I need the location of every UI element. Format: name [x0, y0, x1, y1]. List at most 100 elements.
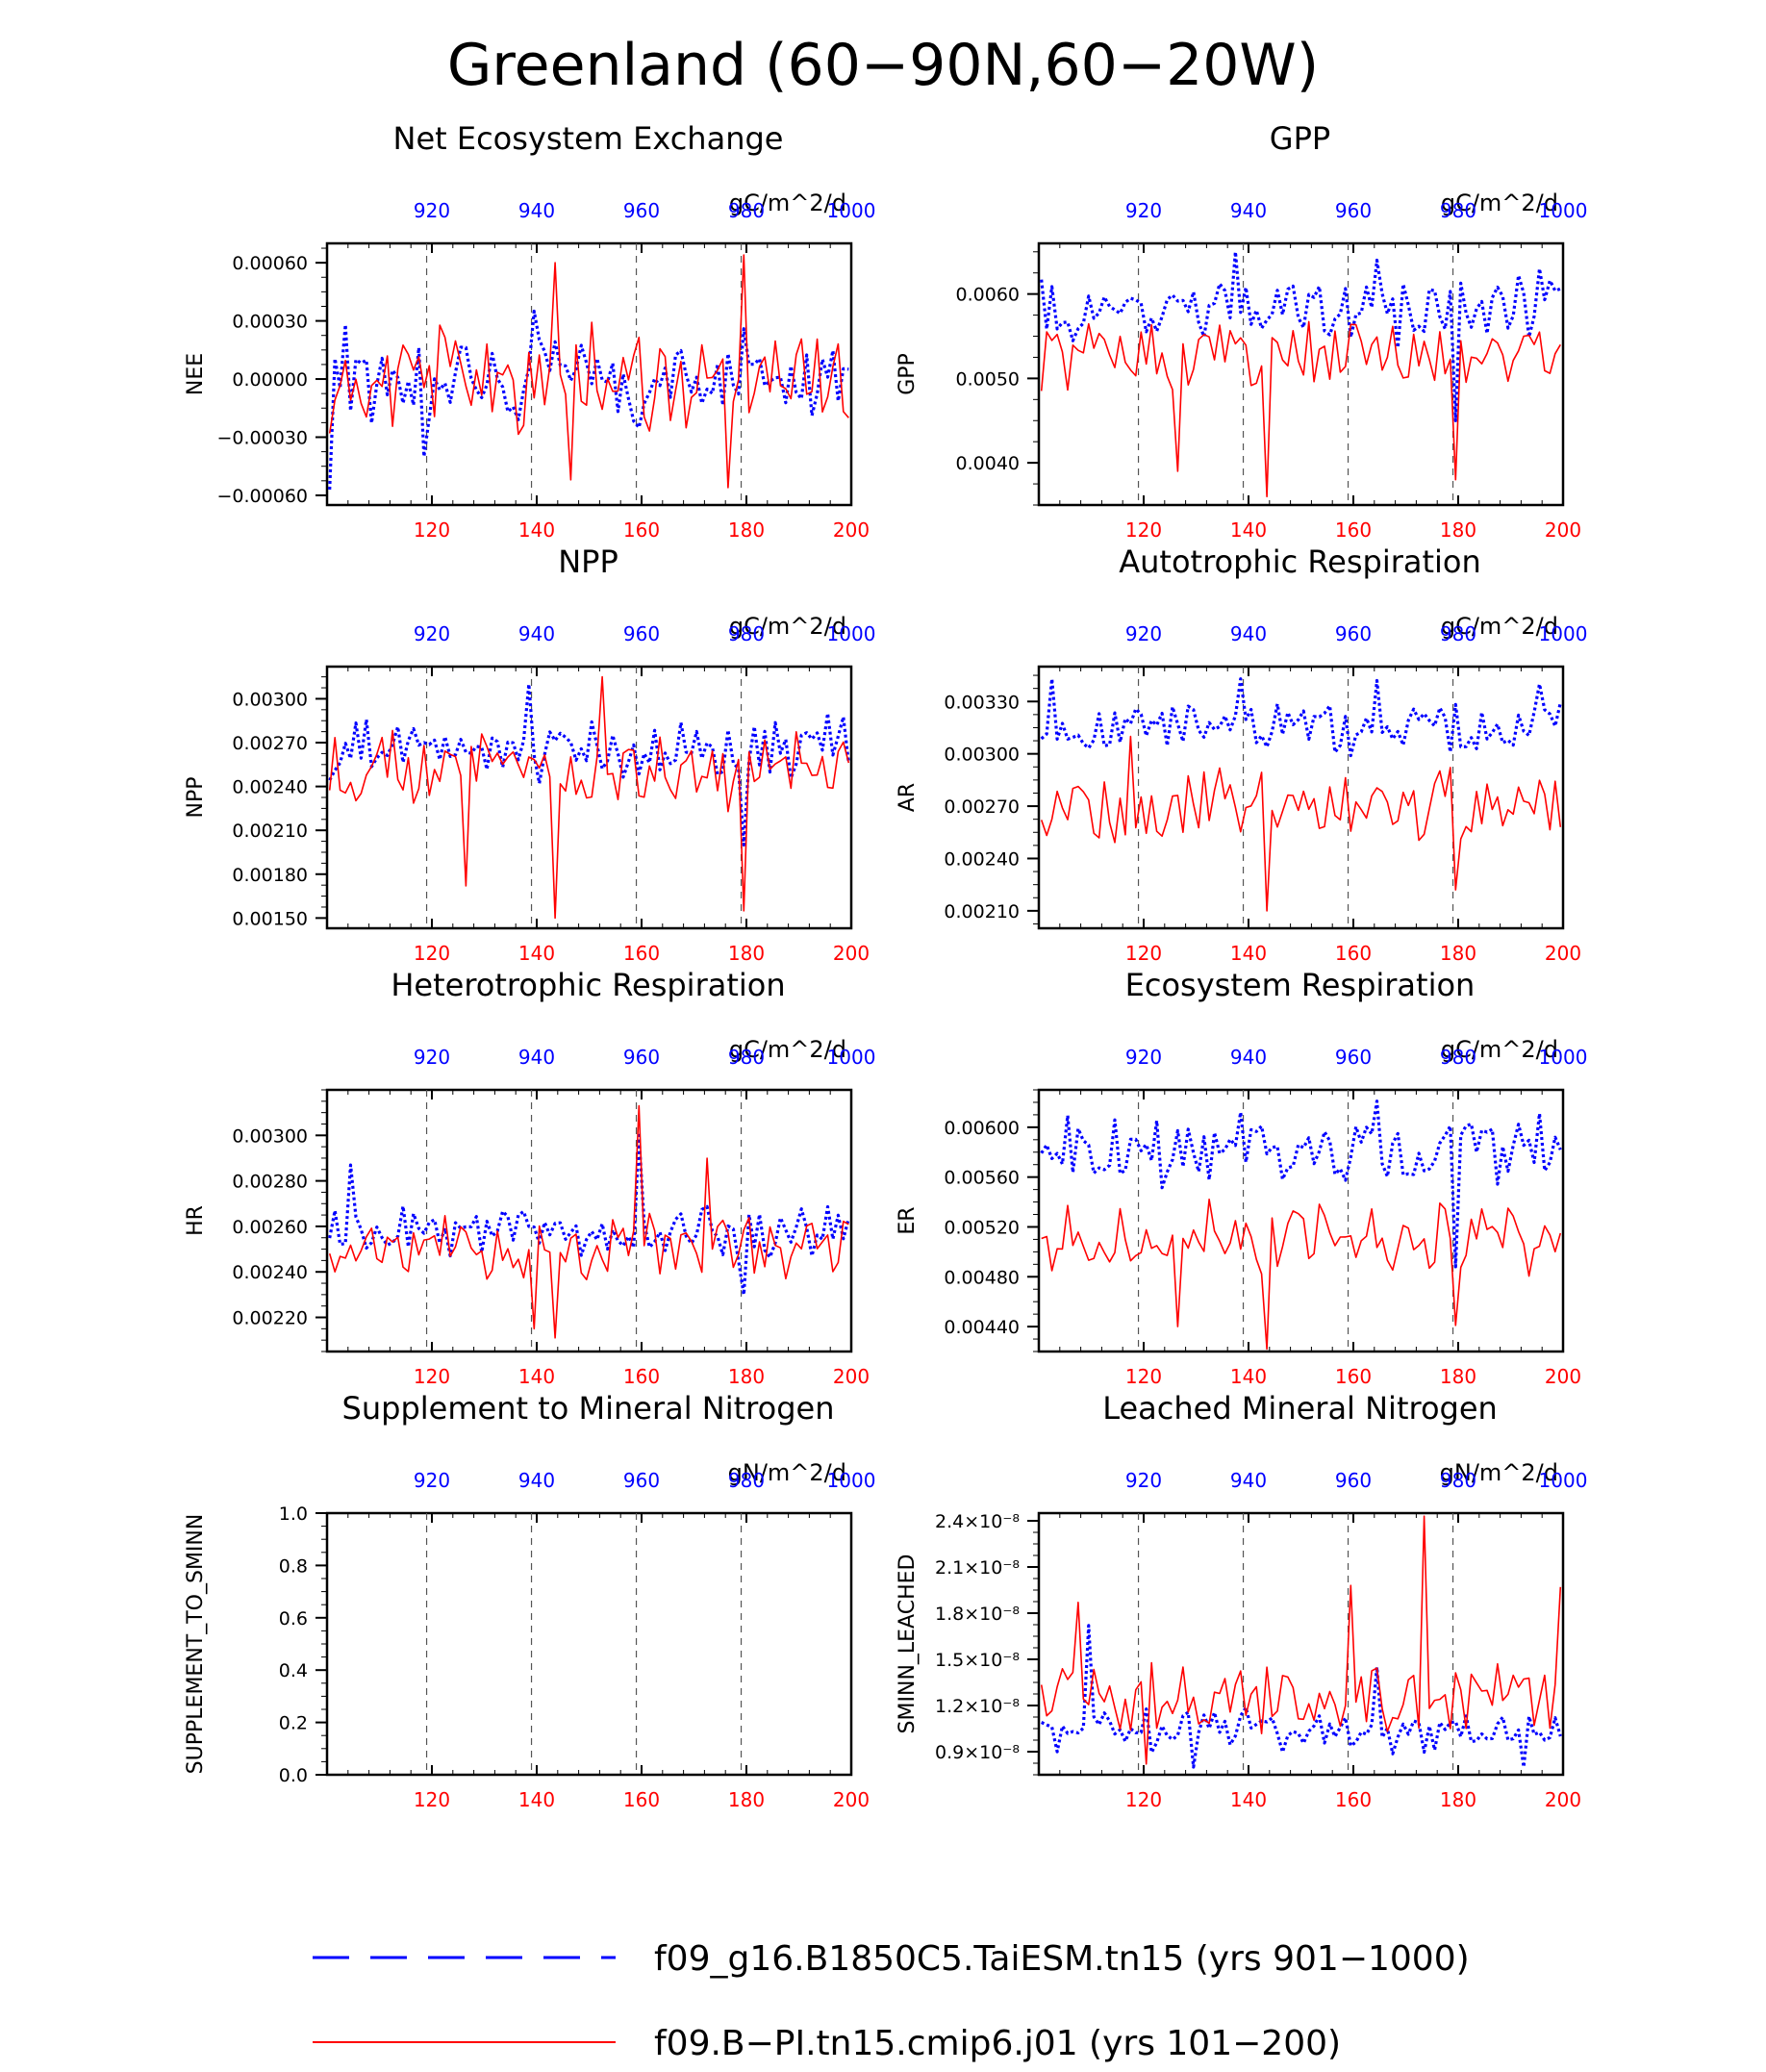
x-tick-label-bottom: 140: [518, 942, 555, 965]
series-line-cmip6: [328, 1104, 849, 1339]
y-tick-label: 0.00220: [232, 1308, 308, 1329]
x-tick-label-bottom: 180: [1440, 1365, 1476, 1388]
y-tick-label: 0.00480: [944, 1267, 1020, 1288]
x-tick-label-top: 1000: [827, 199, 876, 222]
chart-panel-7: Supplement to Mineral Nitrogen gN/m^2/d SU…: [184, 1390, 875, 1811]
x-tick-label-bottom: 120: [414, 1788, 450, 1811]
y-tick-label: 2.4×10⁻⁸: [935, 1511, 1020, 1532]
x-tick-label-bottom: 180: [1440, 942, 1476, 965]
x-tick-label-top: 980: [728, 622, 765, 645]
y-tick-label: −0.00030: [217, 427, 309, 448]
x-tick-label-bottom: 160: [623, 518, 660, 542]
chart-panels: Net Ecosystem Exchange gC/m^2/d NEE 120 140 1…: [184, 120, 1587, 1811]
y-tick-label: 0.00210: [232, 821, 308, 842]
x-tick-label-bottom: 120: [1125, 1365, 1162, 1388]
y-tick-label: 0.8: [279, 1555, 308, 1577]
x-tick-label-bottom: 140: [1230, 942, 1267, 965]
x-tick-label-bottom: 180: [728, 942, 765, 965]
x-tick-label-bottom: 140: [1230, 1365, 1267, 1388]
x-tick-label-top: 940: [1230, 1469, 1267, 1492]
x-tick-label-top: 980: [1440, 1469, 1476, 1492]
y-tick-label: 0.00600: [944, 1118, 1020, 1139]
y-tick-label: 1.2×10⁻⁸: [935, 1696, 1020, 1717]
y-tick-label: 0.00210: [944, 901, 1020, 922]
series-line-taiesm: [1040, 1099, 1562, 1269]
y-tick-label: 0.00030: [232, 312, 308, 333]
y-tick-label: 0.00240: [232, 1262, 308, 1283]
x-tick-label-bottom: 160: [623, 1365, 660, 1388]
y-tick-label: 2.1×10⁻⁸: [935, 1557, 1020, 1579]
x-tick-label-top: 940: [518, 622, 555, 645]
x-tick-label-top: 920: [1125, 199, 1162, 222]
chart-panel-1: Net Ecosystem Exchange gC/m^2/d NEE 120 140 1…: [184, 120, 875, 542]
x-tick-label-top: 1000: [827, 1469, 876, 1492]
x-tick-label-top: 960: [1335, 1469, 1372, 1492]
y-tick-label: 0.00270: [944, 796, 1020, 818]
units-label: gN/m^2/d: [728, 1459, 846, 1486]
y-tick-label: 1.5×10⁻⁸: [935, 1650, 1020, 1671]
x-tick-label-bottom: 140: [518, 1365, 555, 1388]
x-tick-label-top: 980: [1440, 622, 1476, 645]
x-tick-label-top: 980: [1440, 199, 1476, 222]
chart-panel-8: Leached Mineral Nitrogen gN/m^2/d SMINN_LE…: [896, 1390, 1587, 1811]
x-tick-label-bottom: 160: [623, 942, 660, 965]
x-tick-label-top: 980: [728, 1046, 765, 1069]
series-line-cmip6: [1040, 735, 1562, 912]
y-tick-label: 0.00270: [232, 733, 308, 754]
panel-title: NPP: [558, 543, 618, 580]
y-tick-label: 0.00300: [944, 745, 1020, 766]
y-tick-label: 0.0040: [956, 453, 1020, 474]
x-tick-label-bottom: 160: [623, 1788, 660, 1811]
units-label: gC/m^2/d: [729, 1036, 846, 1063]
x-tick-label-bottom: 200: [1545, 518, 1581, 542]
x-tick-label-top: 960: [1335, 622, 1372, 645]
series-line-taiesm: [1040, 250, 1561, 422]
y-tick-label: 0.00000: [232, 369, 308, 391]
series-line-taiesm: [328, 682, 850, 847]
y-tick-label: 0.4: [279, 1660, 308, 1681]
y-axis-label: ER: [896, 1206, 920, 1234]
units-label: gC/m^2/d: [729, 190, 846, 216]
series-line-cmip6: [1040, 1515, 1562, 1765]
x-tick-label-top: 960: [623, 1046, 660, 1069]
y-axis-label: GPP: [896, 353, 920, 395]
x-tick-label-top: 960: [1335, 1046, 1372, 1069]
x-tick-label-top: 1000: [1539, 199, 1588, 222]
x-tick-label-bottom: 120: [1125, 1788, 1162, 1811]
plot-frame: [1037, 1511, 1565, 1777]
y-tick-label: 0.2: [279, 1713, 308, 1734]
units-label: gC/m^2/d: [1441, 613, 1558, 640]
x-tick-label-top: 1000: [1539, 1469, 1588, 1492]
figure-title: Greenland (60−90N,60−20W): [447, 32, 1319, 99]
y-tick-label: 0.9×10⁻⁸: [935, 1742, 1020, 1763]
legend-label-cmip6: f09.B−PI.tn15.cmip6.j01 (yrs 101−200): [654, 2024, 1341, 2063]
y-tick-label: 0.00240: [944, 848, 1020, 870]
units-label: gC/m^2/d: [1441, 1036, 1558, 1063]
x-tick-label-bottom: 140: [1230, 518, 1267, 542]
y-axis-label: NPP: [184, 777, 208, 819]
units-label: gC/m^2/d: [1441, 190, 1558, 216]
y-tick-label: 0.0060: [956, 285, 1020, 306]
panel-title: Ecosystem Respiration: [1125, 967, 1476, 1003]
legend-label-taiesm: f09_g16.B1850C5.TaiESM.tn15 (yrs 901−100…: [654, 1939, 1470, 1979]
y-axis-label: AR: [896, 783, 920, 812]
y-tick-label: 0.00280: [232, 1172, 308, 1193]
chart-panel-4: Autotrophic Respiration gC/m^2/d AR 120 140 1…: [896, 543, 1587, 965]
units-label: gC/m^2/d: [729, 613, 846, 640]
x-tick-label-bottom: 120: [1125, 942, 1162, 965]
x-tick-label-top: 960: [623, 622, 660, 645]
x-tick-label-top: 920: [1125, 622, 1162, 645]
x-tick-label-top: 920: [1125, 1046, 1162, 1069]
panel-title: Leached Mineral Nitrogen: [1102, 1390, 1498, 1427]
plot-frame: [1037, 665, 1565, 930]
y-tick-label: 0.00150: [232, 908, 308, 929]
plot-frame: [325, 241, 853, 507]
x-tick-label-bottom: 120: [414, 518, 450, 542]
y-tick-label: 0.00060: [232, 253, 308, 274]
y-axis-label: SUPPLEMENT_TO_SMINN: [184, 1514, 208, 1775]
x-tick-label-top: 920: [414, 199, 450, 222]
y-tick-label: 0.6: [279, 1608, 308, 1630]
plot-frame: [325, 1088, 853, 1353]
x-tick-label-bottom: 200: [1545, 1365, 1581, 1388]
